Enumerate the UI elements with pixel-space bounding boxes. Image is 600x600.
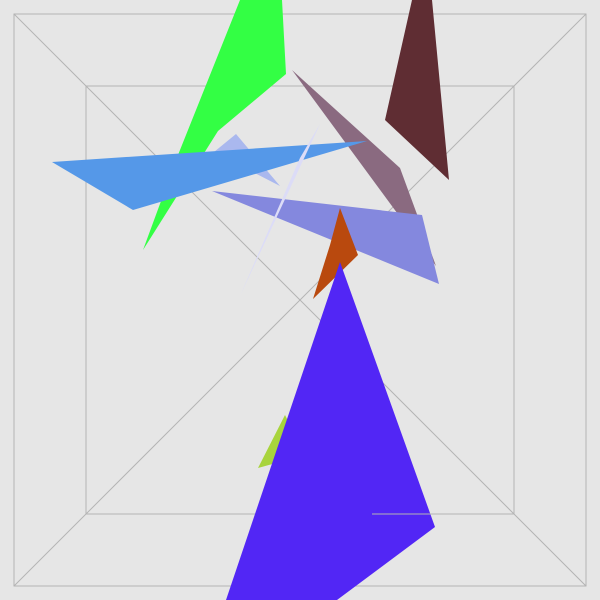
lavender-sliver[interactable] bbox=[240, 124, 320, 296]
maroon-shard[interactable] bbox=[385, 0, 449, 180]
periwinkle-shard[interactable] bbox=[212, 191, 439, 284]
diagonal-bottom-left bbox=[13, 299, 301, 587]
orange-shard[interactable] bbox=[313, 208, 358, 299]
sky-blue-shard[interactable] bbox=[52, 141, 367, 210]
violet-shard[interactable] bbox=[226, 262, 435, 600]
